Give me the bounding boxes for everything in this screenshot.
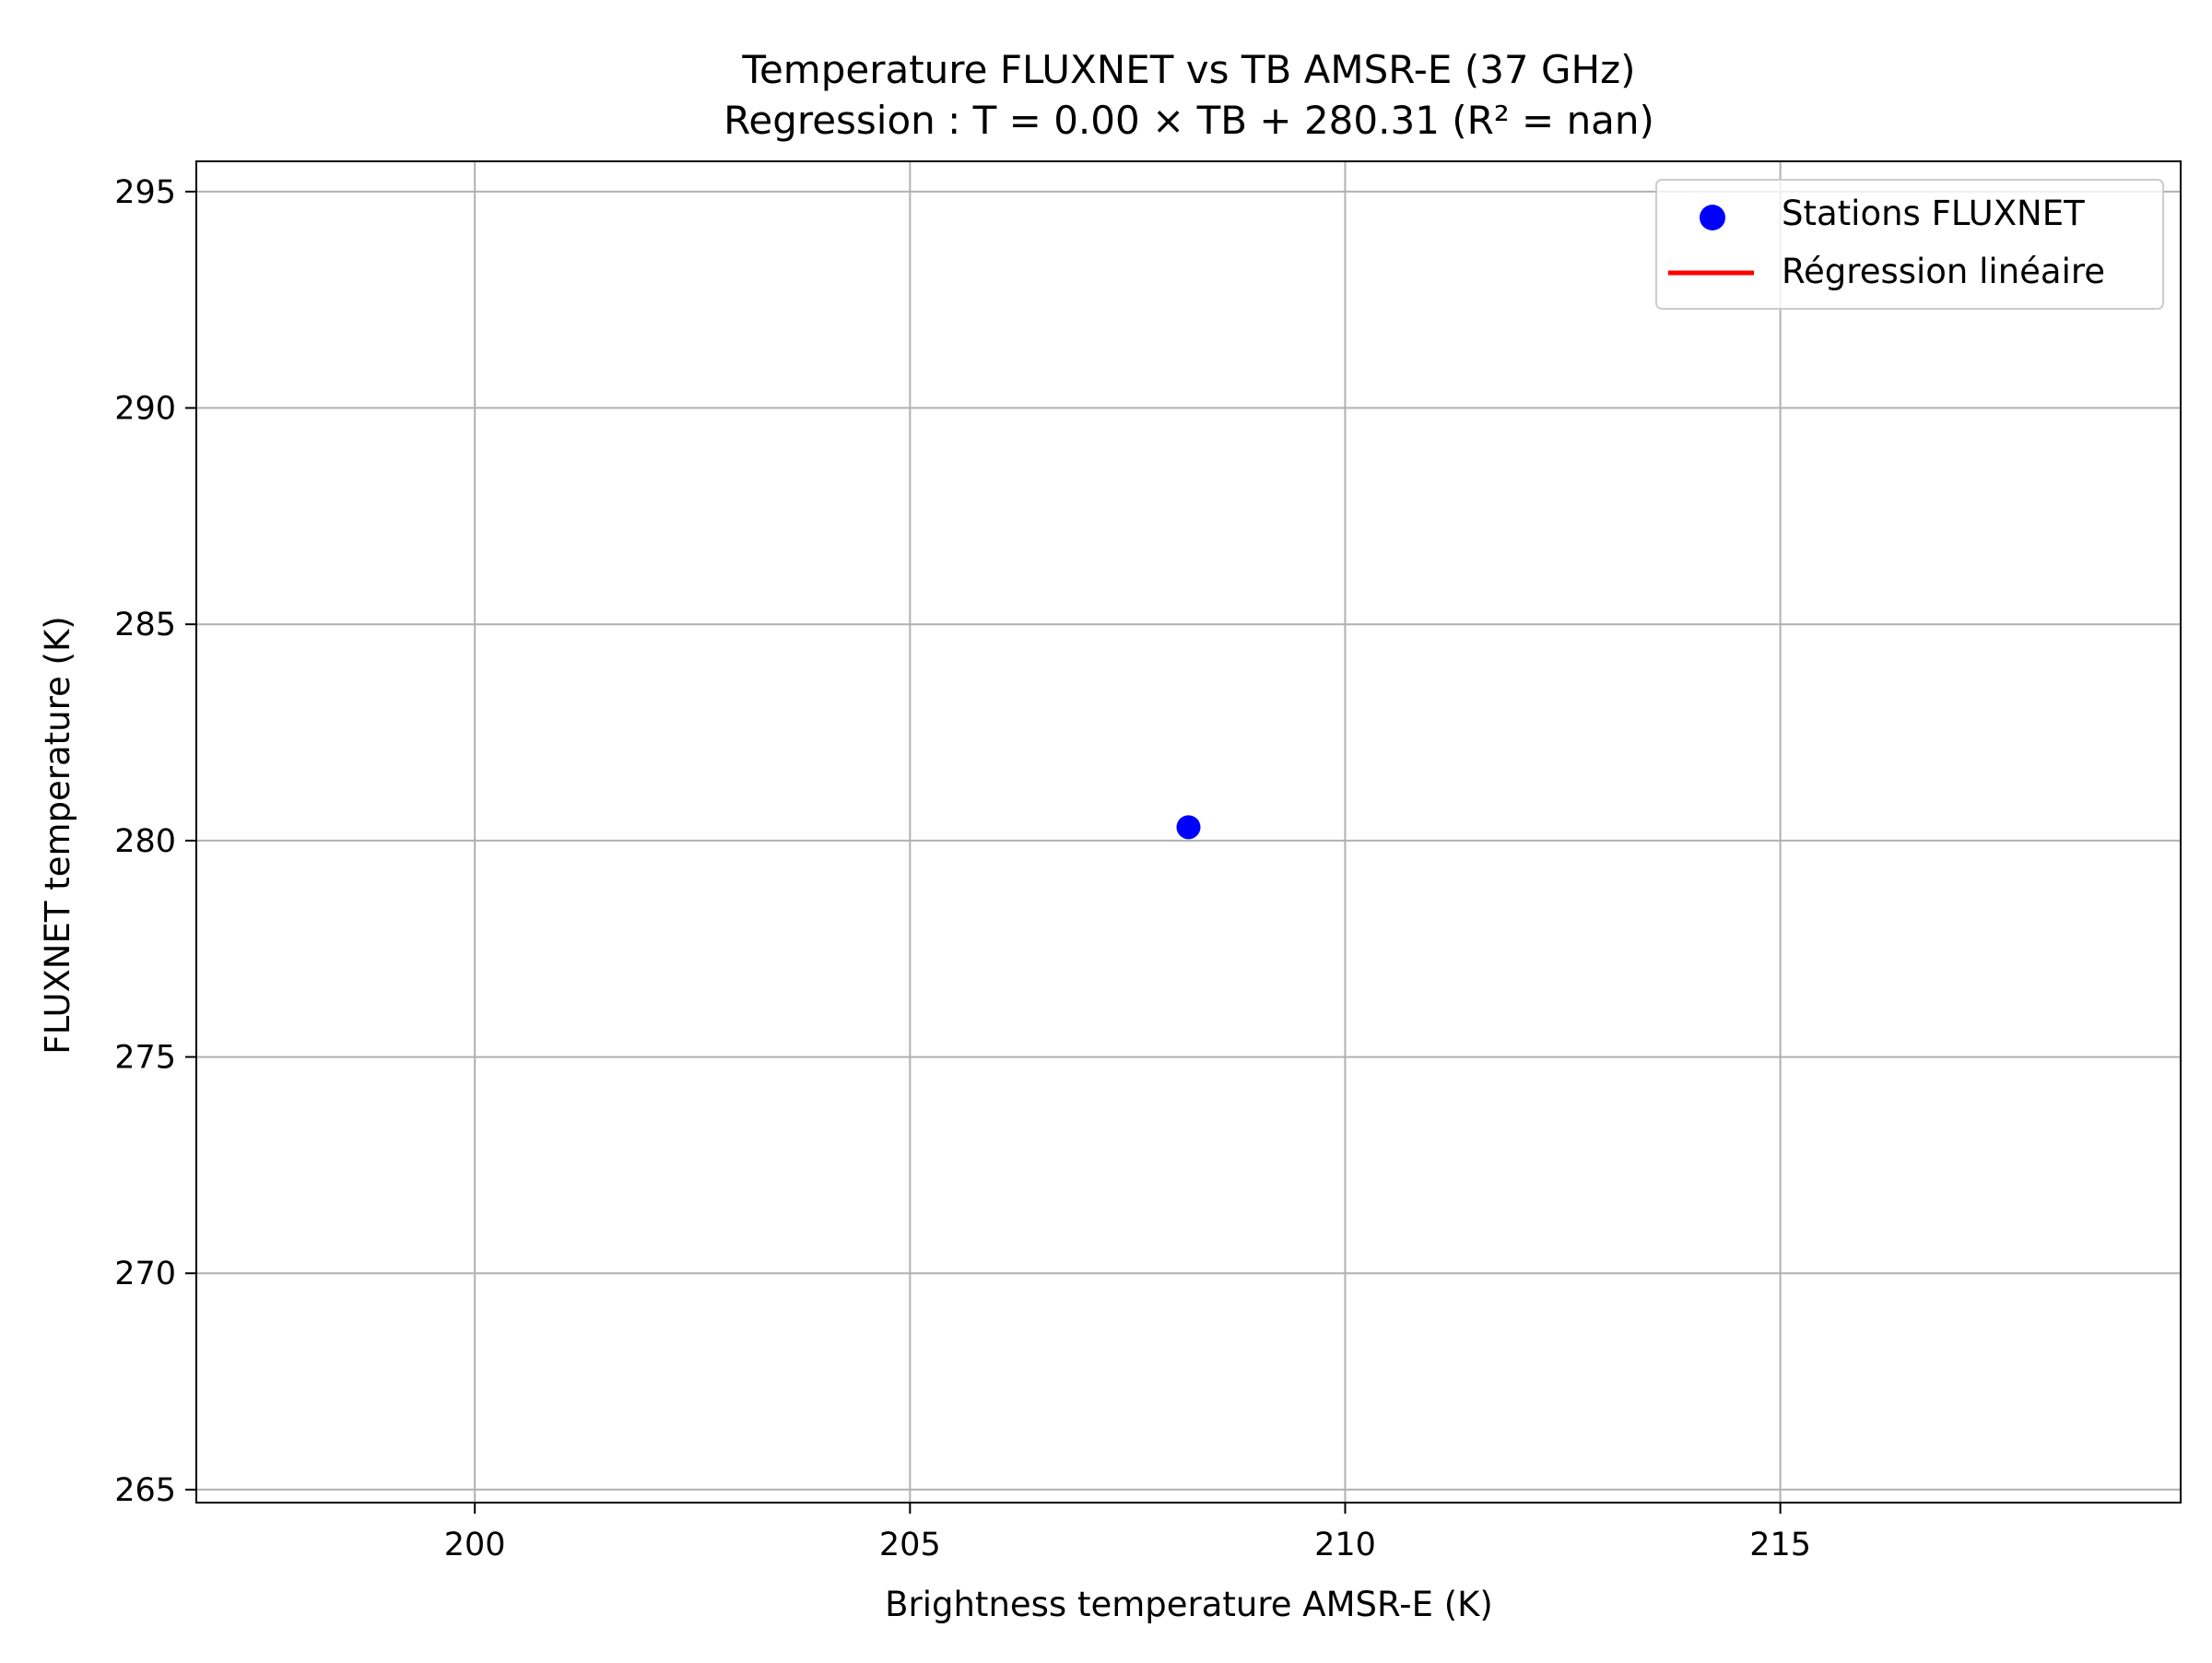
y-axis-label: FLUXNET temperature (K) bbox=[38, 616, 77, 1054]
legend: Stations FLUXNET Régression linéaire bbox=[1655, 179, 2164, 310]
chart-title: Temperature FLUXNET vs TB AMSR-E (37 GHz… bbox=[741, 47, 1635, 92]
grid bbox=[196, 161, 2181, 1503]
x-tick-label: 200 bbox=[444, 1527, 506, 1563]
y-tick-label: 275 bbox=[114, 1040, 176, 1077]
x-tick-label: 215 bbox=[1749, 1527, 1811, 1563]
x-tick-label: 210 bbox=[1314, 1527, 1376, 1563]
chart-subtitle: Regression : T = 0.00 × TB + 280.31 (R² … bbox=[724, 98, 1654, 143]
x-axis-label: Brightness temperature AMSR-E (K) bbox=[885, 1585, 1493, 1624]
y-tick-label: 280 bbox=[114, 823, 176, 860]
x-tick-label: 205 bbox=[879, 1527, 941, 1563]
data-point bbox=[1176, 815, 1201, 840]
plot-data bbox=[1176, 815, 1201, 840]
legend-box bbox=[1655, 179, 2164, 310]
y-tick-label: 290 bbox=[114, 391, 176, 428]
y-tick-label: 270 bbox=[114, 1256, 176, 1292]
axis-ticks: 200 205 210 215 265 270 275 280 285 290 295 bbox=[114, 174, 1811, 1563]
legend-label-stations: Stations FLUXNET bbox=[1782, 194, 2085, 233]
plot-frame bbox=[195, 160, 2182, 1504]
y-tick-label: 265 bbox=[114, 1472, 176, 1509]
y-tick-label: 285 bbox=[114, 607, 176, 643]
y-tick-label: 295 bbox=[114, 174, 176, 211]
legend-marker-stations bbox=[1700, 205, 1725, 230]
legend-label-regression: Régression linéaire bbox=[1782, 252, 2105, 291]
